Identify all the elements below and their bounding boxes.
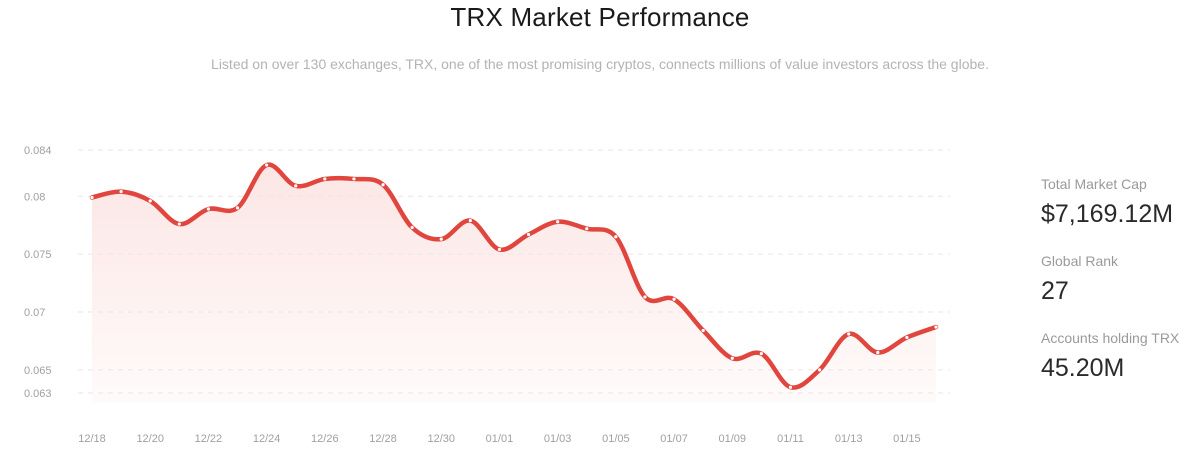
x-tick-label: 01/11 [777, 433, 804, 445]
global-rank-value: 27 [1041, 277, 1069, 305]
x-tick-label: 01/15 [893, 433, 921, 445]
y-tick-label: 0.08 [24, 191, 45, 203]
data-point [556, 220, 560, 224]
price-area-fill [92, 164, 936, 403]
data-point [847, 332, 851, 336]
page-title: TRX Market Performance [450, 2, 750, 32]
data-point [410, 225, 414, 230]
x-tick-label: 12/18 [78, 433, 106, 445]
data-point [90, 195, 94, 200]
x-tick-label: 12/22 [195, 433, 223, 445]
data-point [381, 183, 385, 187]
data-point [817, 368, 822, 372]
stats-panel: Total Market Cap $7,169.12M Global Rank … [1041, 176, 1196, 407]
price-series-line [89, 162, 939, 390]
page-subtitle: Listed on over 130 exchanges, TRX, one o… [211, 56, 989, 72]
x-tick-label: 01/01 [486, 433, 514, 445]
data-point [643, 295, 647, 299]
data-point [759, 352, 763, 356]
data-point [119, 190, 123, 194]
market-cap-value: $7,169.12M [1041, 200, 1174, 228]
accounts-holding-label: Accounts holding TRX [1041, 330, 1180, 346]
y-axis: 0.084 0.08 0.075 0.07 0.065 0.063 [24, 145, 52, 400]
data-point [294, 184, 298, 188]
data-point [497, 247, 502, 252]
data-point [876, 350, 880, 355]
market-cap-label: Total Market Cap [1041, 176, 1147, 192]
data-point [701, 328, 705, 333]
data-point [177, 222, 181, 226]
data-point [352, 177, 356, 181]
data-point [148, 199, 152, 203]
x-tick-label: 01/05 [602, 433, 630, 445]
y-tick-label: 0.07 [24, 307, 45, 319]
data-point [526, 232, 531, 237]
x-tick-label: 12/30 [427, 433, 455, 445]
data-point [235, 206, 240, 210]
x-axis: 12/18 12/20 12/22 12/24 12/26 12/28 12/30 01/01… [78, 433, 920, 445]
x-tick-label: 12/20 [136, 433, 164, 445]
y-tick-label: 0.065 [24, 365, 52, 377]
y-tick-label: 0.063 [24, 388, 52, 400]
data-point [265, 163, 269, 167]
x-tick-label: 01/03 [544, 433, 572, 445]
data-point [905, 335, 909, 340]
data-point [468, 218, 472, 223]
global-rank-label: Global Rank [1041, 253, 1119, 269]
data-point [206, 207, 211, 211]
x-tick-label: 12/26 [311, 433, 339, 445]
data-point [439, 237, 443, 241]
data-point [614, 235, 618, 239]
data-point [730, 356, 734, 360]
x-tick-label: 01/13 [835, 433, 863, 445]
data-point [672, 297, 676, 301]
y-tick-label: 0.084 [24, 145, 52, 157]
data-point [788, 385, 793, 389]
accounts-holding-value: 45.20M [1041, 354, 1125, 382]
x-tick-label: 01/09 [719, 433, 747, 445]
x-tick-label: 12/28 [369, 433, 397, 445]
y-tick-label: 0.075 [24, 249, 52, 261]
x-tick-label: 01/07 [660, 433, 688, 445]
data-point [323, 177, 327, 181]
x-tick-label: 12/24 [253, 433, 281, 445]
data-point [934, 325, 938, 329]
data-point [585, 227, 589, 231]
data-points [90, 163, 938, 389]
